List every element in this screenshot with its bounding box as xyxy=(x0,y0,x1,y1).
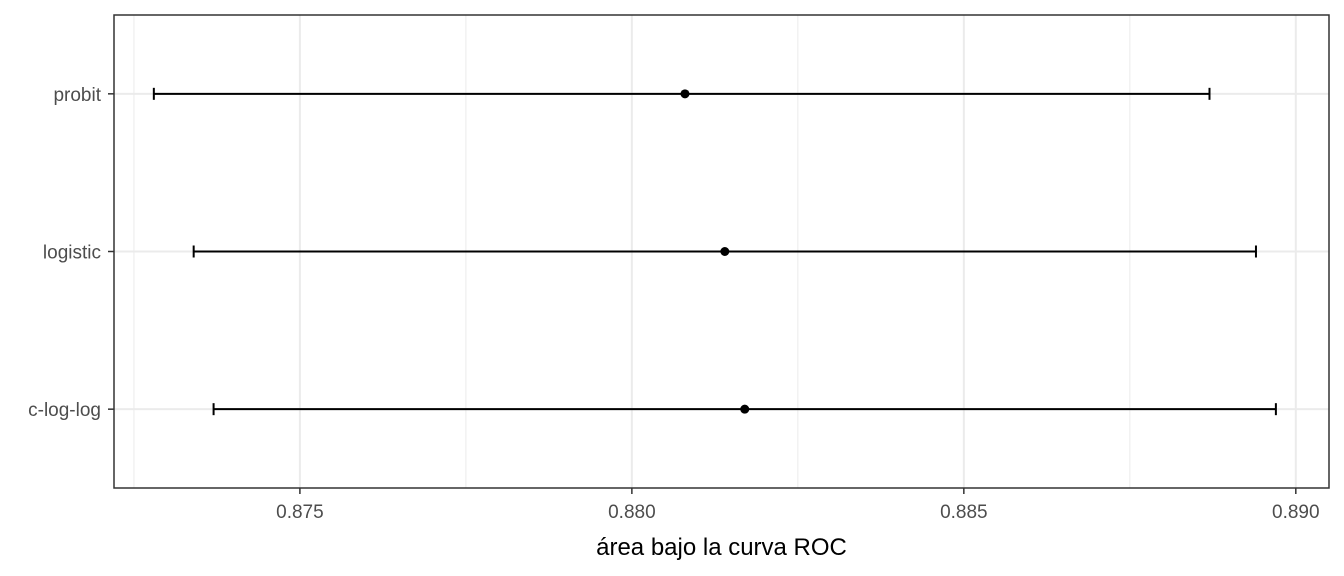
x-tick-label: 0.890 xyxy=(1272,502,1320,523)
y-tick-label: probit xyxy=(53,85,101,106)
errorbar-logistic xyxy=(192,245,1257,258)
x-tick-label: 0.885 xyxy=(940,502,988,523)
errorbar-c-log-log xyxy=(212,403,1277,416)
error-bars xyxy=(152,87,1277,416)
y-tick-label: logistic xyxy=(43,243,101,264)
y-tick-label: c-log-log xyxy=(28,400,101,421)
x-tick-label: 0.875 xyxy=(276,502,324,523)
point-estimate xyxy=(720,247,730,256)
x-axis-title: área bajo la curva ROC xyxy=(596,534,847,561)
errorbar-probit xyxy=(152,87,1211,100)
point-estimate xyxy=(680,89,690,99)
x-tick-label: 0.880 xyxy=(608,502,656,523)
point-estimate xyxy=(740,404,750,414)
axes: 0.875 0.880 0.885 0.890 probit logistic c-log-… xyxy=(28,85,1319,523)
